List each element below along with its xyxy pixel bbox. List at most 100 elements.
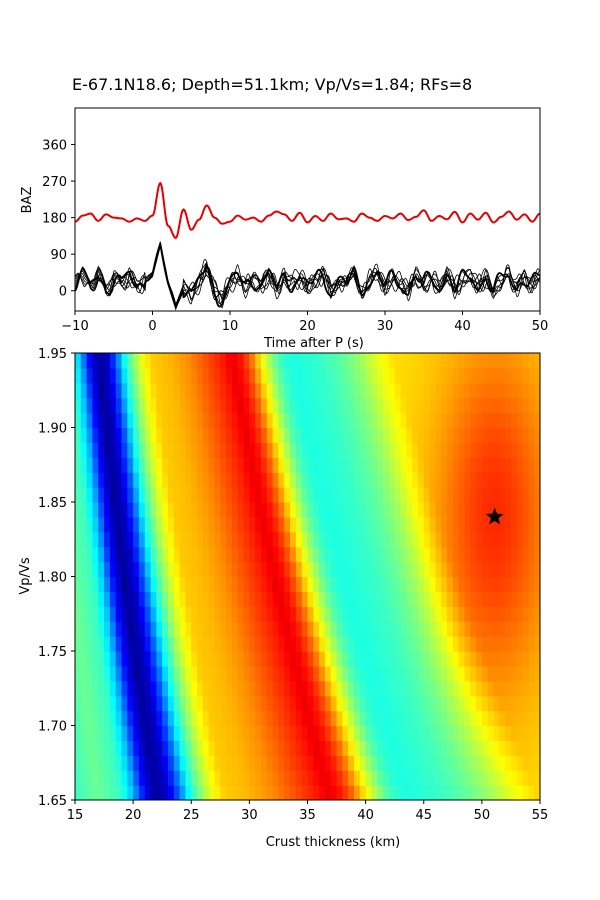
hk-cell [336, 546, 343, 563]
hk-cell [168, 546, 175, 563]
hk-cell [168, 561, 175, 578]
hk-cell [493, 472, 500, 488]
hk-cell [383, 695, 390, 712]
hk-cell [208, 472, 216, 488]
hk-cell [249, 397, 256, 414]
hk-cell [435, 591, 442, 607]
hk-cell [417, 740, 425, 756]
hk-cell [231, 695, 239, 712]
hk-cell [400, 576, 407, 592]
hk-cell [284, 487, 291, 503]
hk-cell [464, 397, 471, 414]
hk-cell [115, 576, 123, 592]
hk-cell [522, 382, 529, 399]
hk-cell [290, 755, 297, 771]
hk-cell [115, 770, 123, 786]
hk-cell [324, 695, 332, 712]
hk-cell [121, 472, 128, 488]
hk-cell [307, 353, 314, 369]
hk-cell [162, 442, 169, 458]
hk-cell [534, 442, 540, 458]
hk-cell [86, 502, 94, 518]
hk-cell [98, 755, 105, 771]
hk-cell [499, 651, 506, 667]
hk-cell [348, 531, 355, 548]
hk-cell [493, 397, 500, 414]
hk-cell [237, 397, 245, 414]
hk-cell [470, 561, 477, 578]
hk-cell [429, 561, 436, 578]
hk-cell [383, 442, 390, 458]
hk-cell [365, 680, 373, 697]
hk-cell [354, 621, 361, 637]
hk-cell [336, 457, 343, 473]
hk-cell [243, 546, 250, 563]
hk-cell [115, 531, 123, 548]
hk-cell [261, 442, 268, 458]
hk-cell [342, 770, 349, 786]
hk-cell [476, 561, 483, 578]
hk-cell [92, 502, 99, 518]
hk-cell [115, 636, 123, 652]
hk-cell [75, 740, 82, 756]
hk-cell [92, 487, 99, 503]
hk-cell [202, 695, 210, 712]
hk-cell [447, 770, 454, 786]
hk-cell [185, 457, 192, 473]
hk-cell [179, 382, 187, 399]
hk-cell [458, 710, 466, 727]
hk-cell [191, 442, 198, 458]
hk-cell [243, 695, 250, 712]
hk-cell [278, 755, 285, 771]
hk-cell [388, 397, 396, 414]
hk-cell [92, 606, 99, 622]
hk-cell [522, 591, 529, 607]
hk-cell [226, 367, 233, 384]
hk-cell [255, 695, 262, 712]
hk-cell [237, 457, 245, 473]
hk-cell [92, 665, 99, 682]
hk-cell [220, 651, 227, 667]
hk-cell [295, 502, 303, 518]
hk-cell [412, 531, 419, 548]
hk-cell [383, 665, 390, 682]
hk-cell [284, 740, 291, 756]
hk-cell [109, 531, 117, 548]
hk-cell [417, 680, 425, 697]
hk-cell [470, 487, 477, 503]
hk-cell [133, 472, 140, 488]
hk-cell [133, 397, 140, 414]
hk-cell [86, 487, 94, 503]
hk-cell [121, 502, 128, 518]
hk-cell [301, 680, 309, 697]
hk-cell [156, 710, 163, 727]
hk-cell [417, 606, 425, 622]
hk-cell [307, 531, 314, 548]
hk-cell [441, 561, 448, 578]
hk-cell [237, 502, 245, 518]
hk-cell [179, 367, 187, 384]
hk-cell [412, 695, 419, 712]
hk-cell [261, 576, 268, 592]
hk-cell [109, 487, 117, 503]
hk-cell [458, 695, 466, 712]
hk-cell [324, 367, 332, 384]
hk-cell [272, 755, 280, 771]
hk-cell [214, 740, 221, 756]
hk-cell [220, 621, 227, 637]
hk-cell [412, 502, 419, 518]
hk-cell [481, 457, 489, 473]
hk-cell [121, 651, 128, 667]
hk-cell [284, 621, 291, 637]
hk-cell [231, 353, 239, 369]
hk-cell [441, 680, 448, 697]
hk-cell [202, 531, 210, 548]
hk-cell [272, 576, 280, 592]
hk-cell [377, 680, 384, 697]
hk-cell [261, 725, 268, 741]
hk-cell [447, 397, 454, 414]
hk-cell [75, 695, 82, 712]
hk-cell [458, 636, 466, 652]
hk-cell [290, 367, 297, 384]
